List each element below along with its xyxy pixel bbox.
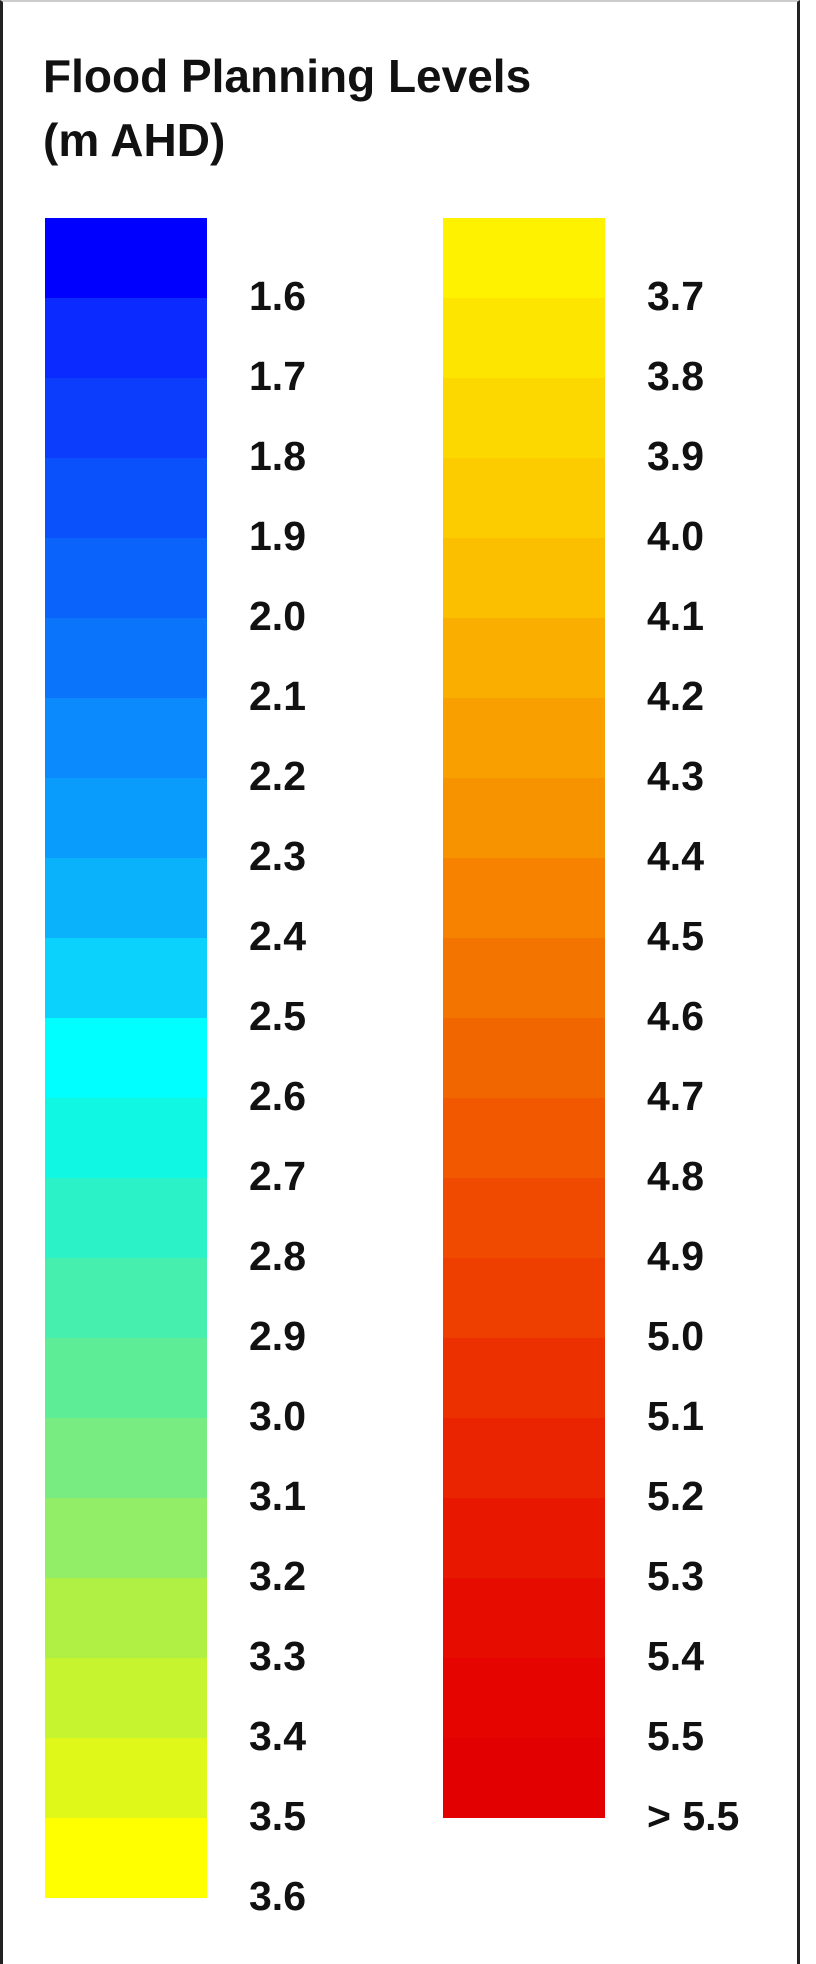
- legend-swatch: [443, 1578, 605, 1658]
- legend-value-label: 4.5: [647, 913, 704, 959]
- color-ramp-high: [443, 218, 605, 1818]
- legend-swatch: [443, 1738, 605, 1818]
- legend-swatch: [45, 538, 207, 618]
- legend-value-label: 4.2: [647, 673, 704, 719]
- legend-value-label: 3.8: [647, 353, 704, 399]
- legend-swatch: [45, 1498, 207, 1578]
- legend-swatch: [45, 1738, 207, 1818]
- legend-value-label: 1.8: [249, 433, 306, 479]
- legend-value-label: 5.5: [647, 1713, 704, 1759]
- legend-swatch: [45, 1258, 207, 1338]
- legend-swatch: [45, 778, 207, 858]
- legend-value-label: 2.2: [249, 753, 306, 799]
- legend-value-label: 3.3: [249, 1633, 306, 1679]
- legend-swatch: [443, 1018, 605, 1098]
- legend-value-label: 2.7: [249, 1153, 306, 1199]
- legend-swatch: [45, 938, 207, 1018]
- legend-value-label: 2.0: [249, 593, 306, 639]
- legend-swatch: [45, 378, 207, 458]
- legend-title: Flood Planning Levels (m AHD): [43, 44, 531, 172]
- legend-value-label: 5.2: [647, 1473, 704, 1519]
- legend-swatch: [45, 1338, 207, 1418]
- legend-value-label: 5.0: [647, 1313, 704, 1359]
- legend-value-label: 3.7: [647, 273, 704, 319]
- legend-value-label: 3.1: [249, 1473, 306, 1519]
- color-ramp-low: [45, 218, 207, 1898]
- legend-swatch: [443, 618, 605, 698]
- legend-value-label: 5.3: [647, 1553, 704, 1599]
- legend-value-label: 2.6: [249, 1073, 306, 1119]
- legend-swatch: [45, 298, 207, 378]
- legend-value-label: 2.5: [249, 993, 306, 1039]
- legend-value-label: 2.4: [249, 913, 306, 959]
- legend-value-label: 1.6: [249, 273, 306, 319]
- legend-title-line1: Flood Planning Levels: [43, 50, 532, 102]
- legend-value-label: 4.7: [647, 1073, 704, 1119]
- legend-swatch: [443, 1338, 605, 1418]
- legend-value-label: > 5.5: [647, 1793, 740, 1839]
- legend-swatch: [443, 1658, 605, 1738]
- legend-value-label: 4.1: [647, 593, 704, 639]
- legend-swatch: [45, 458, 207, 538]
- legend-swatch: [443, 698, 605, 778]
- legend-swatch: [45, 1018, 207, 1098]
- legend-value-label: 2.1: [249, 673, 306, 719]
- legend-swatch: [443, 858, 605, 938]
- legend-value-label: 3.6: [249, 1873, 306, 1919]
- legend-value-label: 2.9: [249, 1313, 306, 1359]
- legend-value-label: 4.3: [647, 753, 704, 799]
- legend-swatch: [443, 538, 605, 618]
- legend-title-line2: (m AHD): [43, 114, 226, 166]
- legend-swatch: [443, 298, 605, 378]
- legend-swatch: [443, 778, 605, 858]
- legend-value-label: 5.4: [647, 1633, 704, 1679]
- legend-swatch: [45, 1178, 207, 1258]
- legend-swatch: [45, 698, 207, 778]
- legend-swatch: [45, 1098, 207, 1178]
- legend-swatch: [443, 1178, 605, 1258]
- legend-value-label: 4.9: [647, 1233, 704, 1279]
- legend-swatch: [443, 1258, 605, 1338]
- legend-value-label: 3.5: [249, 1793, 306, 1839]
- legend-swatch: [443, 1418, 605, 1498]
- legend-value-label: 3.4: [249, 1713, 306, 1759]
- legend-swatch: [443, 1498, 605, 1578]
- legend-value-label: 4.4: [647, 833, 704, 879]
- legend-swatch: [443, 218, 605, 298]
- legend-value-label: 4.6: [647, 993, 704, 1039]
- legend-value-label: 3.0: [249, 1393, 306, 1439]
- legend-value-label: 1.9: [249, 513, 306, 559]
- legend-swatch: [45, 1418, 207, 1498]
- value-labels-high: 3.7 3.8 3.9 4.0 4.1 4.2 4.3 4.4 4.5 4.6 4.7 4.8 4.9 5…: [647, 256, 739, 1856]
- legend-value-label: 4.0: [647, 513, 704, 559]
- legend-swatch: [45, 1578, 207, 1658]
- legend-swatch: [45, 858, 207, 938]
- legend-value-label: 3.9: [647, 433, 704, 479]
- legend-value-label: 1.7: [249, 353, 306, 399]
- legend-swatch: [45, 1658, 207, 1738]
- legend-swatch: [443, 1098, 605, 1178]
- legend-value-label: 2.8: [249, 1233, 306, 1279]
- legend-value-label: 4.8: [647, 1153, 704, 1199]
- legend-swatch: [443, 938, 605, 1018]
- legend-swatch: [443, 458, 605, 538]
- legend-swatch: [443, 378, 605, 458]
- value-labels-low: 1.6 1.7 1.8 1.9 2.0 2.1 2.2 2.3 2.4 2.5 2.6 2.7 2.8 2…: [249, 256, 306, 1936]
- legend-value-label: 2.3: [249, 833, 306, 879]
- legend-swatch: [45, 618, 207, 698]
- legend-swatch: [45, 218, 207, 298]
- legend-value-label: 3.2: [249, 1553, 306, 1599]
- legend-value-label: 5.1: [647, 1393, 704, 1439]
- legend-swatch: [45, 1818, 207, 1898]
